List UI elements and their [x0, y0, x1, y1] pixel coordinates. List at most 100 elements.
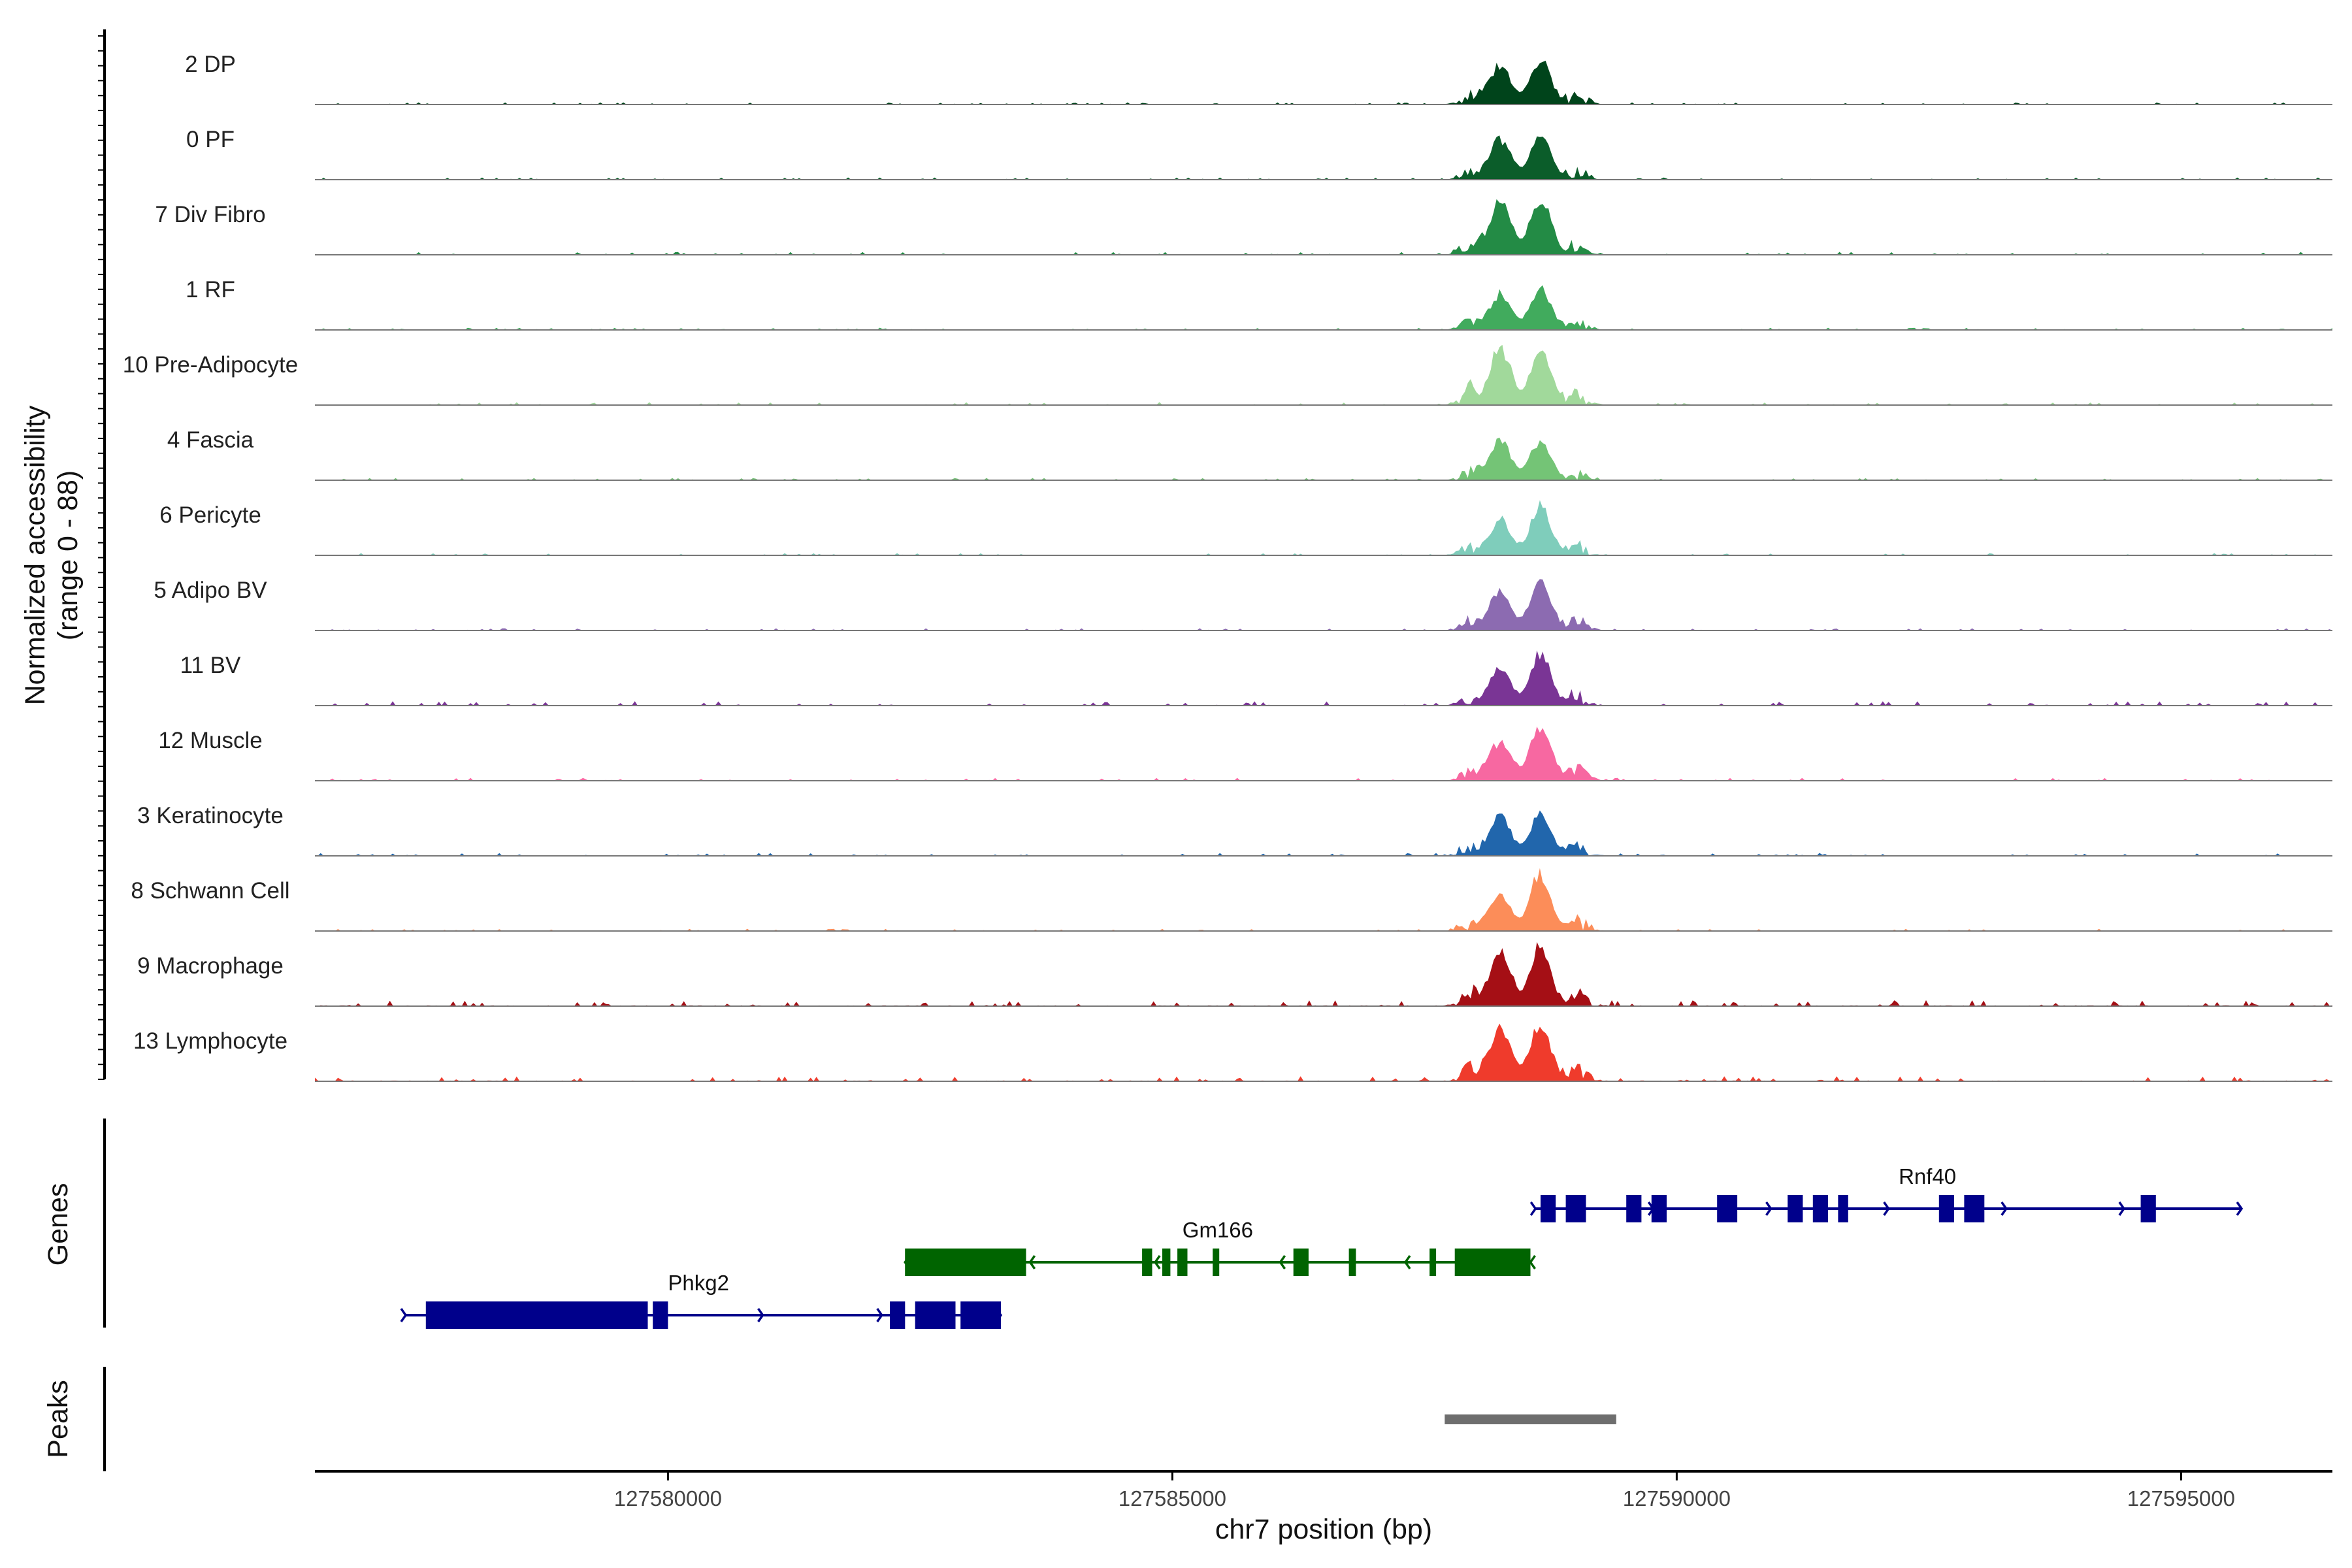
- track-7: 6 Pericyte: [159, 500, 2332, 556]
- exon: [1162, 1249, 1171, 1276]
- exon: [1938, 1195, 1954, 1222]
- exon: [1293, 1249, 1309, 1276]
- track-4: 1 RF: [186, 277, 2332, 331]
- exon: [1142, 1249, 1152, 1276]
- track-label-13: 9 Macrophage: [137, 953, 284, 979]
- track-label-3: 7 Div Fibro: [155, 202, 265, 227]
- track-3: 7 Div Fibro: [155, 199, 2332, 255]
- track-label-8: 5 Adipo BV: [154, 578, 267, 603]
- coverage-area-3: [315, 199, 2332, 255]
- strand-arrow: [2001, 1201, 2008, 1217]
- track-11: 3 Keratinocyte: [137, 803, 2332, 857]
- strand-arrow: [1154, 1254, 1161, 1270]
- genes-panel-title: Genes: [42, 1183, 74, 1266]
- coverage-area-6: [315, 437, 2332, 480]
- x-tick-label: 127590000: [1623, 1486, 1731, 1511]
- y-axis-title-line2: (range 0 - 88): [52, 470, 84, 641]
- coverage-area-5: [315, 344, 2332, 405]
- coverage-area-9: [315, 650, 2332, 706]
- coverage-area-12: [315, 868, 2332, 931]
- exon: [1429, 1249, 1437, 1276]
- gene-models: Rnf40 Gm166 Phkg2: [400, 1164, 2244, 1329]
- strand-arrow: [876, 1307, 883, 1323]
- exon: [1651, 1195, 1667, 1222]
- track-label-6: 4 Fascia: [167, 427, 254, 453]
- track-label-1: 2 DP: [185, 52, 236, 77]
- coverage-area-2: [315, 135, 2332, 180]
- exon: [425, 1301, 648, 1329]
- gene-phkg2: Phkg2: [400, 1271, 1003, 1329]
- strand-arrow: [757, 1307, 764, 1323]
- track-9: 11 BV: [180, 650, 2332, 706]
- track-label-4: 1 RF: [186, 277, 235, 302]
- strand-arrow: [400, 1307, 408, 1323]
- exon: [1812, 1195, 1828, 1222]
- track-label-2: 0 PF: [186, 127, 235, 152]
- x-tick-label: 127580000: [614, 1486, 722, 1511]
- exon: [890, 1301, 906, 1329]
- coverage-area-10: [315, 727, 2332, 781]
- exon: [905, 1249, 1026, 1276]
- track-14: 13 Lymphocyte: [133, 1023, 2332, 1082]
- track-label-11: 3 Keratinocyte: [137, 803, 284, 828]
- track-2: 0 PF: [186, 127, 2332, 180]
- exon: [915, 1301, 956, 1329]
- exon: [653, 1301, 668, 1329]
- track-label-9: 11 BV: [180, 653, 241, 678]
- strand-arrow: [2118, 1201, 2126, 1217]
- exon: [1213, 1249, 1220, 1276]
- exon: [1348, 1249, 1356, 1276]
- strand-arrow: [1765, 1201, 1772, 1217]
- gene-gm166: Gm166: [904, 1218, 1536, 1276]
- x-axis-title: chr7 position (bp): [1215, 1514, 1432, 1545]
- track-label-12: 8 Schwann Cell: [131, 878, 289, 904]
- track-label-14: 13 Lymphocyte: [133, 1028, 287, 1054]
- exon: [1454, 1249, 1531, 1276]
- strand-arrow: [1529, 1254, 1536, 1270]
- peaks-panel-title: Peaks: [42, 1380, 74, 1458]
- x-axis-ticks: 127580000 127585000 127590000 127595000: [614, 1471, 2235, 1511]
- exon: [1717, 1195, 1738, 1222]
- coverage-area-7: [315, 500, 2332, 555]
- strand-arrow: [1883, 1201, 1890, 1217]
- track-1: 2 DP: [185, 52, 2332, 105]
- coverage-area-14: [315, 1023, 2332, 1081]
- coverage-area-1: [315, 60, 2332, 105]
- peak-region: [1445, 1414, 1616, 1424]
- exon: [1541, 1195, 1556, 1222]
- coverage-area-4: [315, 285, 2332, 330]
- strand-arrow: [2236, 1201, 2244, 1217]
- track-13: 9 Macrophage: [137, 941, 2332, 1007]
- strand-arrow: [1028, 1254, 1036, 1270]
- exon: [1964, 1195, 1985, 1222]
- exon: [2140, 1195, 2156, 1222]
- track-label-5: 10 Pre-Adipocyte: [123, 352, 298, 378]
- track-label-7: 6 Pericyte: [159, 502, 261, 528]
- y-axis-title-line1: Normalized accessibility: [20, 405, 51, 705]
- exon: [1788, 1195, 1803, 1222]
- coverage-area-11: [315, 810, 2332, 856]
- track-10: 12 Muscle: [158, 727, 2332, 781]
- track-6: 4 Fascia: [167, 427, 2332, 481]
- coverage-area-13: [315, 941, 2332, 1006]
- gene-rnf40: Rnf40: [1529, 1164, 2244, 1222]
- gene-name-label: Gm166: [1183, 1218, 1253, 1242]
- track-5: 10 Pre-Adipocyte: [123, 344, 2332, 406]
- peak-regions: [1445, 1414, 1616, 1424]
- exon: [1626, 1195, 1642, 1222]
- exon: [960, 1301, 1001, 1329]
- exon: [1838, 1195, 1848, 1222]
- track-12: 8 Schwann Cell: [131, 868, 2332, 932]
- x-tick-label: 127595000: [2127, 1486, 2235, 1511]
- accessibility-tracks: 2 DP 0 PF 7 Div Fibro 1 RF 10 Pre-Adipocyte 4…: [123, 52, 2332, 1082]
- track-label-10: 12 Muscle: [158, 728, 263, 753]
- track-8: 5 Adipo BV: [154, 578, 2332, 631]
- strand-arrow: [1279, 1254, 1286, 1270]
- x-tick-label: 127585000: [1119, 1486, 1226, 1511]
- strand-arrow: [1529, 1201, 1537, 1217]
- gene-name-label: Phkg2: [668, 1271, 729, 1295]
- exon: [1565, 1195, 1586, 1222]
- exon: [1177, 1249, 1188, 1276]
- coverage-area-8: [315, 579, 2332, 630]
